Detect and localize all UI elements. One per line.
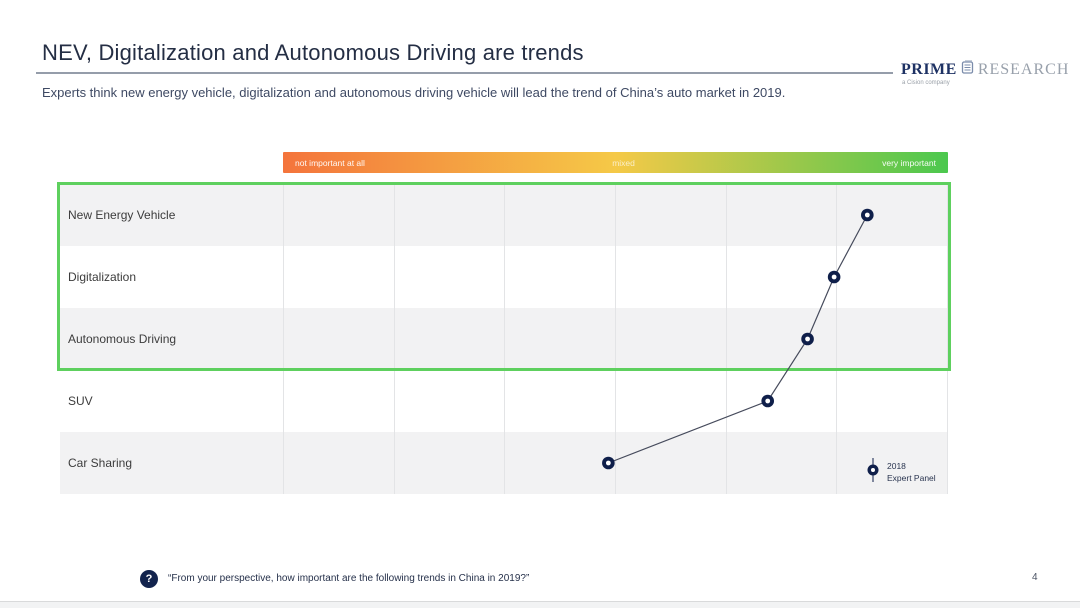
row-label: New Energy Vehicle — [68, 208, 176, 222]
logo-prime-text: PRIME — [901, 60, 957, 78]
gridline — [504, 184, 505, 494]
gridline — [394, 184, 395, 494]
gridline — [615, 184, 616, 494]
header-divider — [36, 72, 893, 74]
row-label: Car Sharing — [68, 456, 133, 470]
document-stack-icon — [961, 60, 974, 79]
data-series-plot — [602, 208, 874, 470]
legend-label: 2018 Expert Panel — [887, 461, 936, 483]
gridline — [836, 184, 837, 494]
gridline — [726, 184, 727, 494]
prime-research-logo: PRIME RESEARCH a Cision company — [901, 60, 1068, 86]
survey-question-text: “From your perspective, how important ar… — [168, 573, 530, 584]
gridline — [283, 184, 284, 494]
scale-label-center: mixed — [612, 157, 635, 168]
legend: 2018 Expert Panel — [866, 455, 936, 490]
importance-dot-chart: New Energy Vehicle Digitalization Autonomo… — [57, 182, 951, 494]
chart-row: SUV — [60, 370, 948, 432]
row-label: Digitalization — [68, 270, 137, 284]
chart-row: Digitalization — [60, 246, 948, 308]
row-label: Autonomous Driving — [68, 332, 177, 346]
logo-research-text: RESEARCH — [977, 60, 1070, 78]
question-icon: ? — [140, 570, 158, 588]
page-subtitle: Experts think new energy vehicle, digita… — [42, 85, 786, 100]
legend-marker-icon — [866, 455, 880, 490]
importance-scale-bar: not important at all mixed very importan… — [283, 152, 948, 173]
page-number: 4 — [1032, 572, 1038, 583]
row-label: SUV — [68, 394, 93, 408]
page-title: NEV, Digitalization and Autonomous Drivi… — [42, 40, 584, 65]
gridline — [947, 184, 948, 494]
logo-tagline: a Cision company — [902, 80, 950, 86]
bottom-bar — [0, 601, 1080, 608]
scale-label-right: very important — [882, 157, 936, 168]
scale-label-left: not important at all — [295, 157, 365, 168]
